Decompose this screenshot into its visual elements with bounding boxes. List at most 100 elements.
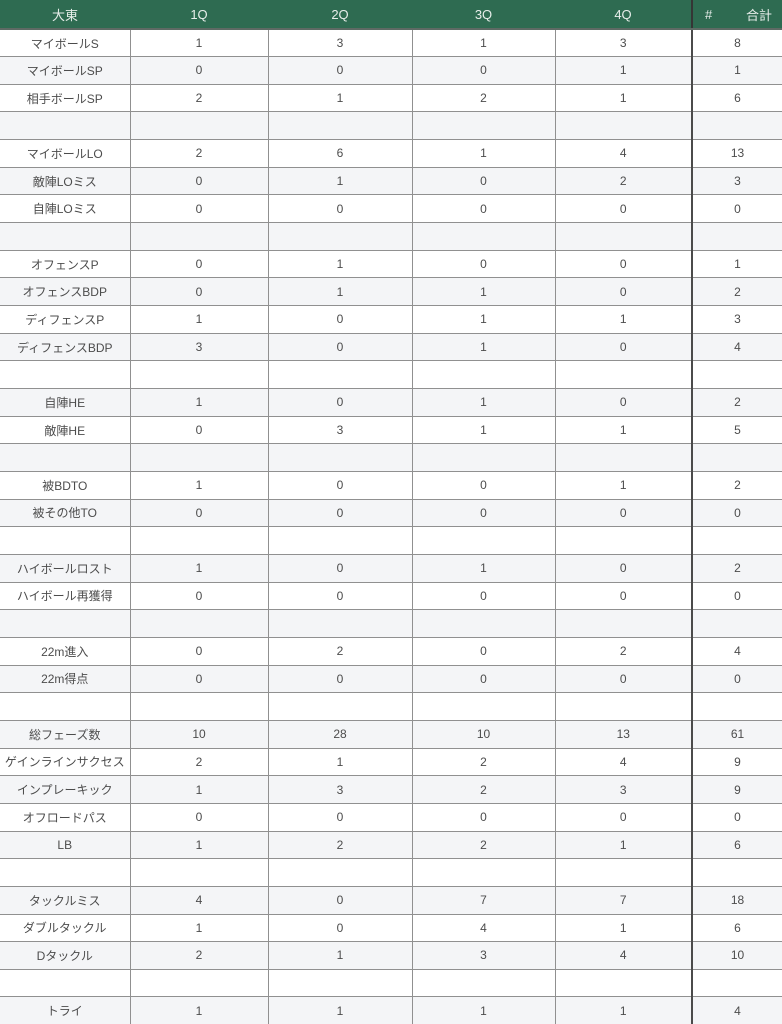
header-total-label: 合計 bbox=[745, 7, 772, 23]
value-cell: 0 bbox=[554, 803, 693, 832]
value-cell bbox=[267, 222, 413, 251]
table-row: マイボールLO 2 6 1 4 13 bbox=[0, 139, 782, 168]
value-cell bbox=[129, 111, 269, 141]
value-cell: 1 bbox=[129, 388, 269, 417]
value-cell: 2 bbox=[267, 831, 413, 860]
value-cell: 0 bbox=[267, 194, 413, 224]
value-cell bbox=[129, 526, 269, 555]
value-cell bbox=[267, 111, 413, 141]
spacer-row bbox=[0, 360, 782, 390]
value-cell bbox=[129, 692, 269, 721]
value-cell: 4 bbox=[554, 139, 693, 168]
value-cell bbox=[554, 360, 693, 390]
table-row: 22m進入 0 2 0 2 4 bbox=[0, 637, 782, 666]
row-label: 自陣HE bbox=[0, 388, 131, 417]
table-row: 22m得点 0 0 0 0 0 bbox=[0, 665, 782, 694]
value-cell: 0 bbox=[411, 56, 556, 85]
spacer-row bbox=[0, 609, 782, 638]
total-cell: 4 bbox=[691, 996, 782, 1024]
row-label: マイボールS bbox=[0, 29, 131, 58]
table-row: ゲインラインサクセス 2 1 2 4 9 bbox=[0, 748, 782, 777]
table-body: マイボールS 1 3 1 3 8 マイボールSP 0 0 0 1 1 相手ボールSP 2 1 2 1 6 マイボール… bbox=[0, 29, 782, 1024]
value-cell: 1 bbox=[554, 56, 693, 85]
value-cell: 28 bbox=[267, 720, 413, 749]
value-cell: 13 bbox=[554, 720, 693, 749]
row-label: ダブルタックル bbox=[0, 914, 131, 943]
table-row: ディフェンスP 1 0 1 1 3 bbox=[0, 305, 782, 334]
value-cell bbox=[267, 692, 413, 721]
value-cell: 0 bbox=[129, 803, 269, 832]
table-row: 自陣HE 1 0 1 0 2 bbox=[0, 388, 782, 417]
value-cell: 0 bbox=[411, 250, 556, 279]
value-cell: 0 bbox=[267, 582, 413, 611]
row-label: 敵陣LOミス bbox=[0, 167, 131, 196]
row-label: 被その他TO bbox=[0, 499, 131, 528]
value-cell: 4 bbox=[554, 941, 693, 970]
spacer-row bbox=[0, 443, 782, 472]
table-row: 自陣LOミス 0 0 0 0 0 bbox=[0, 194, 782, 224]
value-cell: 1 bbox=[411, 333, 556, 362]
value-cell: 0 bbox=[129, 416, 269, 445]
value-cell bbox=[411, 222, 556, 251]
total-cell: 9 bbox=[691, 748, 782, 777]
table-row: ダブルタックル 1 0 4 1 6 bbox=[0, 914, 782, 943]
row-label: ディフェンスBDP bbox=[0, 333, 131, 362]
value-cell: 0 bbox=[267, 471, 413, 500]
row-label bbox=[0, 692, 131, 721]
total-cell bbox=[691, 111, 782, 141]
value-cell: 1 bbox=[129, 996, 269, 1024]
total-cell: 2 bbox=[691, 471, 782, 500]
value-cell: 0 bbox=[267, 333, 413, 362]
value-cell bbox=[267, 609, 413, 638]
header-cell-q2: 2Q bbox=[268, 0, 412, 30]
table-row: オフロードパス 0 0 0 0 0 bbox=[0, 803, 782, 832]
total-cell: 1 bbox=[691, 250, 782, 279]
table-row: マイボールS 1 3 1 3 8 bbox=[0, 29, 782, 58]
value-cell bbox=[411, 443, 556, 472]
row-label: 自陣LOミス bbox=[0, 194, 131, 224]
total-cell: 4 bbox=[691, 637, 782, 666]
value-cell: 0 bbox=[267, 886, 413, 915]
row-label: オフェンスBDP bbox=[0, 277, 131, 307]
row-label: 22m進入 bbox=[0, 637, 131, 666]
value-cell: 4 bbox=[411, 914, 556, 943]
total-cell: 4 bbox=[691, 333, 782, 362]
table-row: 被BDTO 1 0 0 1 2 bbox=[0, 471, 782, 500]
value-cell: 0 bbox=[554, 250, 693, 279]
row-label: タックルミス bbox=[0, 886, 131, 915]
value-cell: 0 bbox=[267, 56, 413, 85]
total-cell: 1 bbox=[691, 56, 782, 85]
value-cell: 1 bbox=[267, 941, 413, 970]
total-cell: 3 bbox=[691, 167, 782, 196]
table-row: LB 1 2 2 1 6 bbox=[0, 831, 782, 860]
value-cell: 1 bbox=[554, 914, 693, 943]
row-label: Dタックル bbox=[0, 941, 131, 970]
value-cell: 0 bbox=[129, 637, 269, 666]
value-cell bbox=[129, 609, 269, 638]
row-label: 被BDTO bbox=[0, 471, 131, 500]
value-cell: 1 bbox=[554, 416, 693, 445]
total-cell bbox=[691, 222, 782, 251]
value-cell bbox=[554, 111, 693, 141]
total-cell: 0 bbox=[691, 665, 782, 694]
row-label: ディフェンスP bbox=[0, 305, 131, 334]
value-cell: 0 bbox=[267, 803, 413, 832]
table-row: 相手ボールSP 2 1 2 1 6 bbox=[0, 84, 782, 113]
header-cell-total: # 合計 bbox=[691, 0, 782, 30]
row-label bbox=[0, 360, 131, 390]
value-cell bbox=[554, 969, 693, 998]
value-cell: 3 bbox=[267, 775, 413, 804]
value-cell: 1 bbox=[411, 388, 556, 417]
total-cell bbox=[691, 443, 782, 472]
row-label: インプレーキック bbox=[0, 775, 131, 804]
row-label: トライ bbox=[0, 996, 131, 1024]
value-cell: 0 bbox=[267, 499, 413, 528]
value-cell: 0 bbox=[411, 471, 556, 500]
value-cell: 0 bbox=[411, 803, 556, 832]
total-cell: 6 bbox=[691, 84, 782, 113]
value-cell: 1 bbox=[129, 29, 269, 58]
header-cell-q1: 1Q bbox=[130, 0, 268, 30]
total-cell: 10 bbox=[691, 941, 782, 970]
value-cell: 10 bbox=[129, 720, 269, 749]
